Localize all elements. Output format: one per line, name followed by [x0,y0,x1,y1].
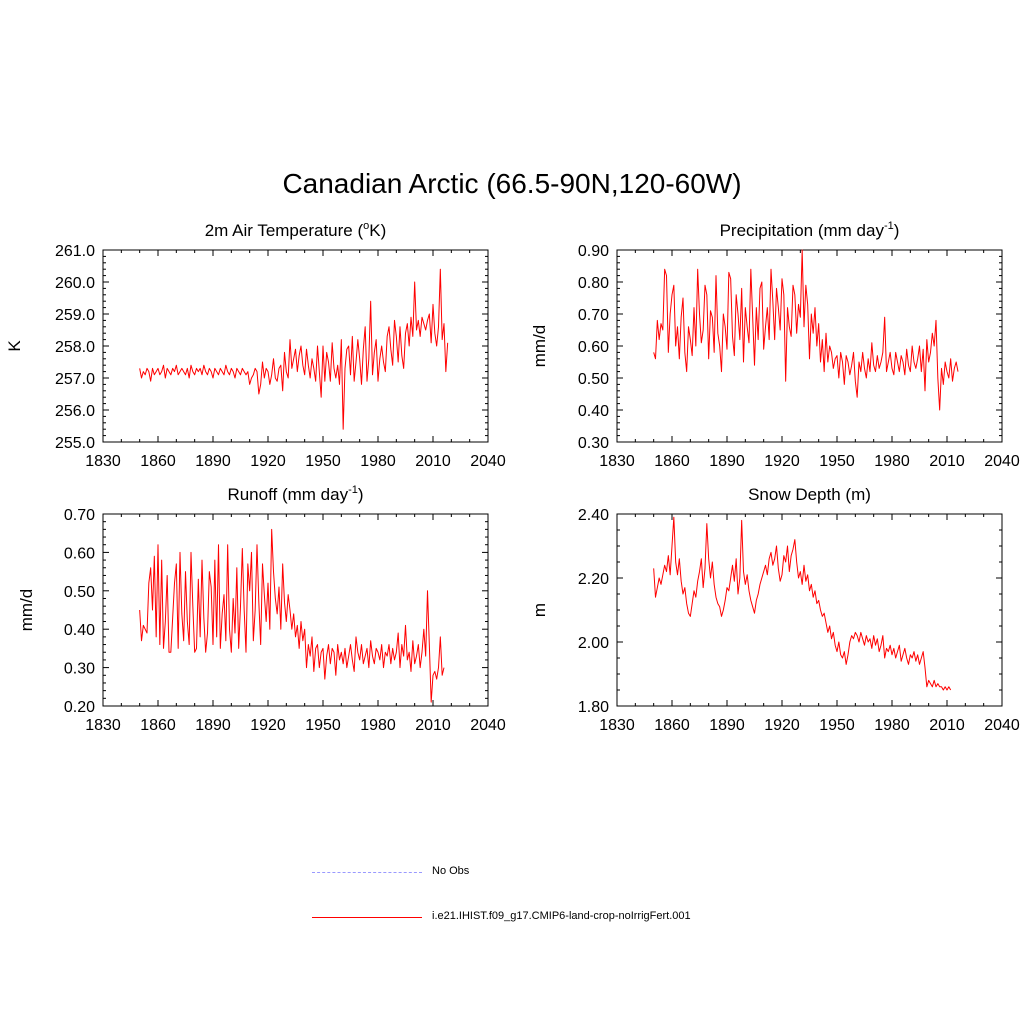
legend-line-model [312,917,422,918]
legend-item-model: i.e21.IHIST.f09_g17.CMIP6-land-crop-noIr… [312,910,792,926]
y-tick-label: 0.70 [64,507,95,524]
panel-title-main: Precipitation (mm day [720,221,885,240]
y-tick-label: 0.40 [64,622,95,639]
x-tick-label: 2040 [470,717,506,734]
panel-title-sup: -1 [884,220,894,232]
panel-title: 2m Air Temperature (oK) [205,220,387,240]
x-tick-label: 1950 [819,717,855,734]
x-tick-label: 2040 [984,717,1020,734]
panel-title-main: 2m Air Temperature ( [205,221,364,240]
x-tick-label: 1920 [764,453,800,470]
y-tick-label: 2.20 [578,571,609,588]
y-tick-label: 258.0 [55,339,95,356]
y-tick-label: 257.0 [55,371,95,388]
x-tick-label: 1830 [85,453,121,470]
legend-label-model: i.e21.IHIST.f09_g17.CMIP6-land-crop-noIr… [432,910,691,922]
x-tick-label: 2010 [415,453,451,470]
panel-1: 1830 1860 1890 1920 1950 1980 2010 2040 255.0 256… [5,220,506,470]
x-tick-label: 2040 [984,453,1020,470]
x-tick-label: 1860 [654,453,690,470]
x-tick-label: 1920 [250,453,286,470]
panel-title-post: K) [369,221,386,240]
x-tick-label: 1830 [599,453,635,470]
plot-frame [102,249,489,443]
y-tick-label: 0.20 [64,699,95,716]
y-tick-label: 0.60 [578,339,609,356]
x-tick-label: 1920 [764,717,800,734]
x-tick-label: 1890 [709,717,745,734]
y-axis-label: mm/d [17,589,36,632]
y-tick-label: 0.70 [578,307,609,324]
y-tick-label: 2.00 [578,635,609,652]
y-tick-label: 0.30 [578,435,609,452]
x-tick-label: 1950 [305,453,341,470]
x-tick-label: 1980 [360,453,396,470]
x-tick-label: 1890 [709,453,745,470]
x-tick-label: 2010 [929,453,965,470]
y-tick-label: 0.80 [578,275,609,292]
series-line-1 [139,268,449,430]
y-tick-label: 256.0 [55,403,95,420]
x-tick-label: 1860 [140,717,176,734]
y-tick-label: 2.40 [578,507,609,524]
x-tick-label: 1920 [250,717,286,734]
y-tick-label: 0.60 [64,545,95,562]
plot-frame [102,513,489,707]
panel-title: Snow Depth (m) [748,485,871,504]
x-tick-label: 1830 [85,717,121,734]
panel-4: 1830 1860 1890 1920 1950 1980 2010 2040 1.80 2.00… [530,485,1020,734]
y-tick-label: 0.50 [578,371,609,388]
panel-title-sup: -1 [348,484,358,496]
panel-3: 1830 1860 1890 1920 1950 1980 2010 2040 0.20 0.30… [17,484,506,734]
x-tick-label: 1980 [360,717,396,734]
y-tick-label: 0.50 [64,584,95,601]
y-tick-label: 259.0 [55,307,95,324]
x-tick-label: 1950 [819,453,855,470]
series-line-1 [139,528,445,703]
x-tick-label: 1890 [195,717,231,734]
series-line-1 [653,249,959,411]
legend-item-no-obs: No Obs [312,865,792,881]
y-tick-label: 261.0 [55,243,95,260]
x-tick-label: 1980 [874,453,910,470]
y-tick-label: 260.0 [55,275,95,292]
series-line-1 [653,516,952,691]
x-tick-label: 1830 [599,717,635,734]
y-tick-label: 0.40 [578,403,609,420]
x-tick-label: 2040 [470,453,506,470]
panel-title-main: Runoff (mm day [227,485,348,504]
x-tick-label: 2010 [415,717,451,734]
y-axis-label: K [5,340,24,352]
panel-title-post: ) [894,221,900,240]
x-tick-label: 1890 [195,453,231,470]
x-tick-label: 1980 [874,717,910,734]
y-axis-label: mm/d [530,325,549,368]
x-tick-label: 1860 [654,717,690,734]
panel-title-main: Snow Depth (m) [748,485,871,504]
y-tick-label: 1.80 [578,699,609,716]
x-tick-label: 1860 [140,453,176,470]
legend-label-no-obs: No Obs [432,865,470,877]
panel-title-post: ) [358,485,364,504]
x-tick-label: 1950 [305,717,341,734]
legend-line-no-obs [312,872,422,873]
panel-title: Runoff (mm day-1) [227,484,363,504]
panel-2: 1830 1860 1890 1920 1950 1980 2010 2040 0.30 0.40… [530,220,1020,470]
panel-title-sup: o [363,220,369,232]
figure-title: Canadian Arctic (66.5-90N,120-60W) [282,168,742,199]
y-tick-label: 0.30 [64,661,95,678]
y-tick-label: 0.90 [578,243,609,260]
y-axis-label: m [530,603,549,617]
panel-title: Precipitation (mm day-1) [720,220,900,240]
x-tick-label: 2010 [929,717,965,734]
y-tick-label: 255.0 [55,435,95,452]
